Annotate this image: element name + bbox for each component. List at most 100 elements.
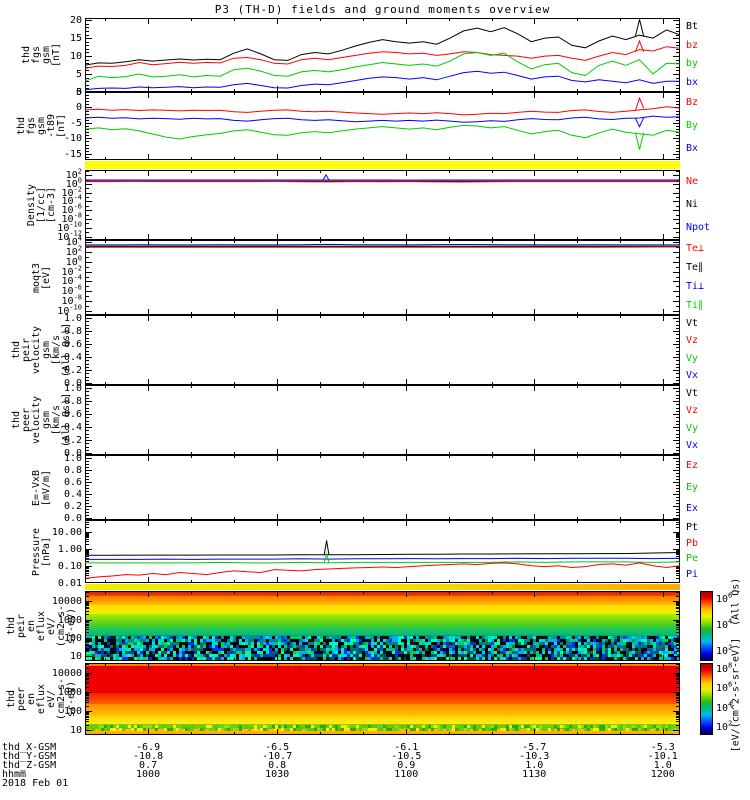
legend-Ti∥: Ti∥ [686,299,704,311]
ytick-label: 10-10 [57,303,82,317]
series-Pt-spike [323,540,330,555]
legend-Vx: Vx [686,370,699,382]
panel-spec_peir-canvas [85,591,680,661]
ytick-label: 10-12 [57,229,82,243]
axis-row-label: thd_Z-GSM [2,760,57,771]
ytick-label: -5 [69,117,82,129]
axis-value: -10.7 [262,751,293,762]
ytick-label: 0.0 [63,377,82,389]
legend-By: By [686,120,699,131]
axis-value: 1030 [265,769,290,780]
ytick-label: 10.00 [51,526,82,538]
ytick-label: 10-8 [61,293,82,307]
ytick-label: 0.4 [63,488,82,500]
ytick-label: 10000 [51,667,82,679]
spec-band [86,717,679,725]
panel-roi [85,161,680,169]
series-Pt [85,552,680,556]
legend-Ni: Ni [686,199,699,210]
ytick-label: 0.2 [63,364,82,376]
panel-pressure-canvas [85,520,680,583]
legend-bz: bz [686,39,699,51]
ytick-label: 10-4 [61,273,82,287]
ytick-label: 0.4 [63,351,82,363]
series-Pb [85,562,680,579]
ytick-label: 10000 [51,595,82,607]
legend-Te⊥: Te⊥ [686,243,705,255]
legend-by: by [686,58,699,70]
ytick-label: 100 [63,632,82,644]
series-Npot-spike [322,173,330,181]
panel-fgs_t89-canvas [85,92,680,160]
panel-vel_peer [85,385,680,455]
ytick-label: 20 [69,14,82,26]
spec-band [86,596,679,605]
ytick-label: 0.6 [63,476,82,488]
series-Ne [85,180,680,183]
legend-Vx: Vx [686,440,699,452]
ytick-label: 10-2 [61,264,82,278]
colorbar-unit-label: [eV/(cm^2-s-sr-eV)] (All Qs) [730,577,742,753]
series-Ti-perp [85,243,680,246]
legend-Ey: Ey [686,481,699,493]
bottom-axis: thd_X-GSM -6.9 -6.5 -6.1 -5.7 -5.3 thd_Y-GSM -1… [0,742,750,798]
panel-spec_peer-canvas [85,663,680,735]
series-Bt-spike [634,19,645,37]
legend-Pi: Pi [686,569,699,581]
ytick-label: 0.01 [57,577,82,589]
ytick-label: 100 [65,254,82,268]
ytick-label: 0.0 [63,512,82,524]
ytick-label: 10-4 [61,193,82,207]
ytick-label: 10 [69,650,82,662]
colorbar-unit-label-wrap: [eV/(cm^2-s-sr-eV)] (All Qs) [722,530,750,800]
axis-value: 1000 [136,769,161,780]
cb-peir [700,591,713,661]
axis-value: -5.7 [522,742,547,753]
spec-band [86,704,679,717]
spec-band [86,693,679,705]
ytick-label: 0.8 [63,464,82,476]
series-bz-spike [634,39,645,52]
legend-Vy: Vy [686,352,699,364]
panel-moments [85,240,680,315]
ytick-label: 1000 [57,614,82,626]
panel-vel_peir-canvas [85,315,680,385]
panel-efield [85,455,680,520]
legend-Vz: Vz [686,405,699,417]
legend-Vt: Vt [686,387,699,399]
panel-density-canvas [85,170,680,240]
ytick-label: 1.0 [63,452,82,464]
axis-row-label: thd_X-GSM [2,742,57,753]
legend-Pe: Pe [686,553,699,565]
axis-value: -10.8 [133,751,164,762]
series-Pi [85,557,680,560]
legend-Ti⊥: Ti⊥ [686,280,705,292]
spec-band [86,663,679,667]
panel-density [85,170,680,240]
spec-band [86,666,679,693]
axis-value: 1.0 [525,760,544,771]
spec-band [86,729,679,735]
legend-Bt: Bt [686,21,699,33]
axis-value: 0.8 [268,760,287,771]
ytick-label: 1.0 [63,382,82,394]
axis-value: -5.3 [650,742,675,753]
legend-Pb: Pb [686,537,699,549]
ytick-label: 0.6 [63,408,82,420]
ytick-label: 5 [75,86,82,98]
axis-value: 1100 [394,769,419,780]
legend-Vy: Vy [686,422,699,434]
ytick-label: 10-2 [61,185,82,199]
ytick-label: 15 [69,32,82,44]
cb-peer-tick: 104 [716,700,733,714]
panel-pressure [85,520,680,583]
ytick-label: 0.10 [57,560,82,572]
axis-value: -10.1 [647,751,678,762]
legend-Npot: Npot [686,222,711,234]
ytick-label: 0 [75,86,82,98]
series-by [85,51,680,82]
legend-Ex: Ex [686,503,699,515]
ytick-label: 5 [75,68,82,80]
ytick-label: -10 [63,132,82,144]
cb-peir-tick: 104 [716,617,733,631]
